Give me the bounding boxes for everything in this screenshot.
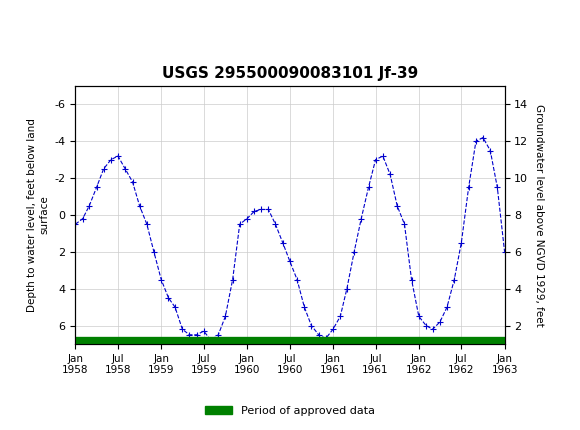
Legend: Period of approved data: Period of approved data xyxy=(200,401,380,420)
Text: ▒USGS: ▒USGS xyxy=(12,15,70,37)
Y-axis label: Groundwater level above NGVD 1929, feet: Groundwater level above NGVD 1929, feet xyxy=(534,104,544,326)
Y-axis label: Depth to water level, feet below land
surface: Depth to water level, feet below land su… xyxy=(27,118,49,312)
Text: USGS 295500090083101 Jf-39: USGS 295500090083101 Jf-39 xyxy=(162,66,418,80)
